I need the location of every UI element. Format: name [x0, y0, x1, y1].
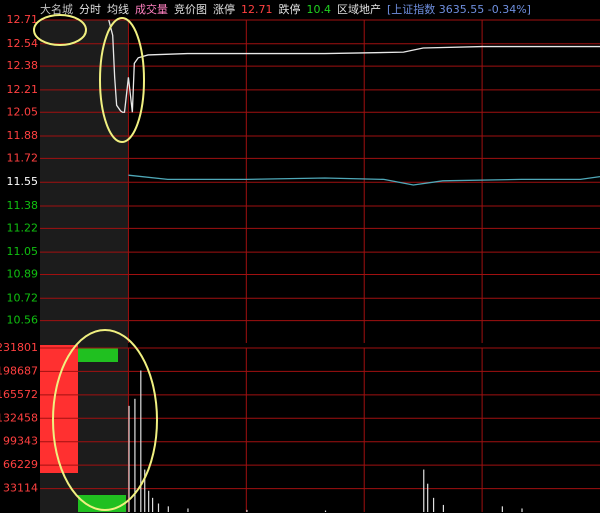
header-text: 竞价图 — [174, 2, 207, 16]
header-text: 涨停 — [213, 2, 235, 16]
y-tick-label: 165572 — [0, 388, 38, 401]
y-tick-label: 12.38 — [7, 59, 39, 72]
header-text: 分时 — [79, 3, 101, 16]
annotation-circle — [99, 17, 145, 143]
annotation-circle — [52, 329, 158, 511]
header: 大名城 分时 均线 成交量 竞价图 涨停 12.71 跌停 10.4 区域地产 [上证指数 3635… — [40, 2, 531, 16]
volume-bar — [427, 483, 429, 512]
volume-bar — [148, 490, 150, 512]
header-text: 区域地产 — [337, 2, 381, 16]
header-text: [上证指数 3635.55 -0.34%] — [387, 2, 531, 16]
volume-bar — [246, 509, 248, 512]
y-tick-label: 12.05 — [7, 105, 39, 118]
header-text: 大名城 — [40, 2, 73, 16]
y-tick-label: 12.54 — [7, 37, 39, 50]
y-tick-label: 10.89 — [7, 267, 39, 280]
volume-bar — [167, 506, 169, 512]
y-tick-label: 11.72 — [7, 151, 39, 164]
volume-bar — [187, 508, 189, 512]
volume-bar — [152, 497, 154, 512]
volume-bar — [140, 370, 142, 512]
header-text: 跌停 — [279, 2, 301, 16]
volume-bar — [442, 504, 445, 512]
header-text: 成交量 — [135, 2, 168, 16]
y-tick-label: 66229 — [3, 458, 38, 471]
y-tick-label: 231801 — [0, 341, 38, 354]
plot: 12.71 12.54 12.38 12.21 12.05 11.88 11.72 11.55… — [0, 13, 600, 512]
header-text: 10.4 — [307, 3, 332, 16]
y-tick-label: 12.71 — [7, 13, 39, 26]
volume-bar — [521, 508, 523, 512]
y-tick-label: 11.55 — [7, 175, 39, 188]
volume-bar — [324, 510, 327, 512]
volume-bar — [157, 503, 160, 512]
auction-buy — [78, 348, 118, 362]
volume-bar — [432, 497, 435, 512]
price-line — [128, 174, 600, 186]
y-tick-label: 11.22 — [7, 221, 39, 234]
y-tick-label: 11.05 — [7, 245, 39, 258]
volume-bar — [423, 469, 425, 512]
header-text: 12.71 — [241, 3, 273, 16]
y-tick-label: 12.21 — [7, 83, 39, 96]
volume-bar — [144, 469, 146, 512]
y-tick-label: 33114 — [3, 482, 38, 495]
volume-bar — [134, 398, 136, 512]
y-tick-label: 11.88 — [7, 129, 39, 142]
y-tick-label: 10.72 — [7, 291, 39, 304]
y-tick-label: 132458 — [0, 411, 38, 424]
y-tick-label: 99343 — [3, 435, 38, 448]
volume-bar — [128, 405, 130, 512]
volume-bar — [501, 506, 503, 512]
y-tick-label: 10.56 — [7, 314, 39, 327]
annotation-circle — [33, 14, 87, 46]
price-line — [108, 19, 600, 113]
auction-sell — [40, 345, 78, 473]
y-tick-label: 11.38 — [7, 199, 39, 212]
y-tick-label: 198687 — [0, 364, 38, 377]
header-text: 均线 — [107, 2, 129, 16]
